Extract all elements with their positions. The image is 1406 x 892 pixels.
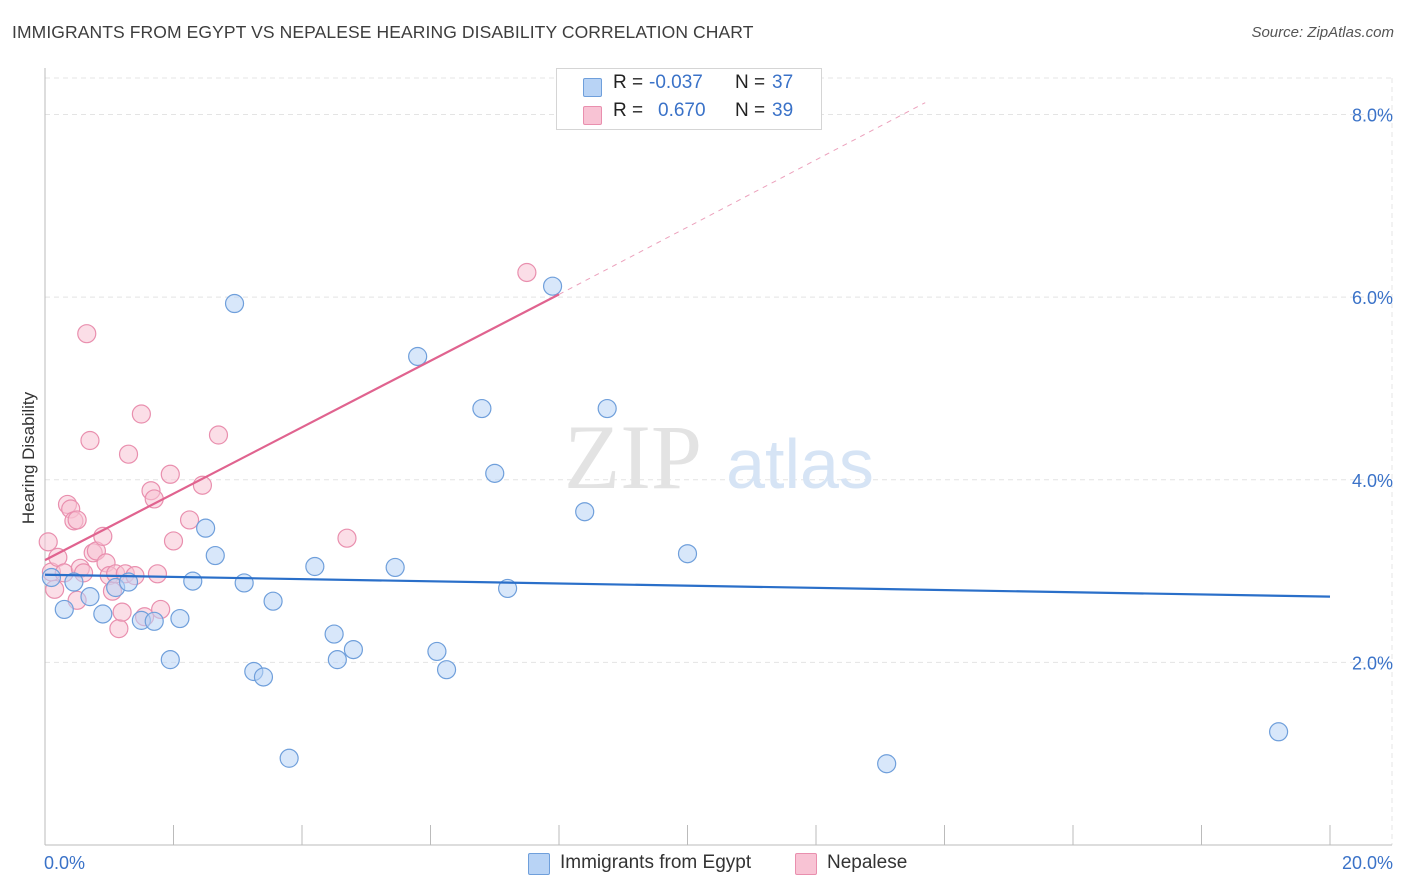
egypt-point [64, 572, 84, 592]
egypt-point [575, 502, 595, 522]
egypt-point [160, 650, 180, 670]
nepalese-point [337, 528, 357, 548]
legend-n-value: 39 [772, 100, 794, 121]
egypt-point [183, 571, 203, 591]
nepalese-point [80, 430, 100, 451]
egypt-legend-label: Immigrants from Egypt [560, 852, 752, 873]
egypt-point [498, 578, 518, 599]
egypt-point [170, 608, 190, 629]
legend-r-label: R = [613, 100, 644, 121]
nepalese-point [131, 404, 151, 424]
egypt-point [305, 556, 325, 577]
y-tick-label: 6.0% [1352, 288, 1393, 308]
nepalese-trend-extension [558, 102, 926, 295]
egypt-point [144, 611, 164, 631]
y-tick-label: 8.0% [1352, 106, 1393, 126]
nepalese-point [77, 324, 97, 344]
nepalese-point [109, 618, 129, 639]
legend-n-value: 37 [772, 72, 794, 93]
nepalese-point [160, 464, 180, 484]
egypt-point [327, 650, 347, 670]
legend-r-value: 0.670 [658, 100, 706, 121]
watermark-zip: ZIP [564, 406, 702, 508]
nepalese-point [208, 425, 229, 445]
egypt-point [343, 639, 363, 660]
egypt-legend-icon [528, 853, 550, 875]
egypt-point [205, 545, 225, 566]
x-tick-label: 0.0% [44, 853, 85, 873]
egypt-point [677, 544, 698, 564]
egypt-point [224, 293, 245, 314]
nepalese-point [67, 510, 87, 530]
egypt-points [41, 276, 1289, 774]
tick-labels: 2.0% 4.0% 6.0% 8.0% 0.0% 20.0% [44, 106, 1393, 873]
egypt-point [408, 346, 428, 367]
x-tick-label: 20.0% [1342, 853, 1393, 873]
legend-n-label: N = [735, 72, 766, 93]
nepalese-point [112, 602, 132, 622]
egypt-point [196, 518, 216, 538]
nepalese-point [517, 262, 537, 283]
nepalese-legend-icon [795, 853, 817, 875]
egypt-swatch-icon [583, 78, 602, 97]
egypt-point [118, 572, 139, 592]
egypt-point [324, 624, 344, 644]
egypt-trend-line [44, 573, 1331, 598]
egypt-point [427, 641, 447, 662]
egypt-point [93, 604, 113, 624]
egypt-point [41, 567, 62, 588]
y-tick-label: 2.0% [1352, 653, 1393, 673]
legend-row-nepalese: R = 0.670 N = 39 [557, 100, 821, 128]
egypt-point [80, 587, 100, 607]
legend-r-label: R = [613, 72, 644, 93]
egypt-point [263, 591, 283, 611]
legend-r-value: -0.037 [649, 72, 703, 93]
chart-title: IMMIGRANTS FROM EGYPT VS NEPALESE HEARIN… [12, 22, 754, 42]
egypt-point [234, 573, 254, 593]
legend-n-label: N = [735, 100, 766, 121]
egypt-point [597, 398, 617, 419]
egypt-point [472, 398, 492, 419]
nepalese-point [144, 489, 164, 509]
egypt-point [485, 463, 505, 483]
trend-lines [44, 102, 1331, 598]
source-label: Source: ZipAtlas.com [1251, 24, 1394, 41]
egypt-point [279, 748, 299, 768]
egypt-point [877, 754, 897, 774]
egypt-point [436, 660, 457, 680]
nepalese-point [179, 510, 200, 530]
egypt-point [1268, 722, 1289, 742]
watermark: ZIP atlas [564, 406, 874, 508]
nepalese-point [147, 564, 168, 584]
egypt-point [542, 276, 563, 296]
y-tick-label: 4.0% [1352, 471, 1393, 491]
nepalese-swatch-icon [583, 106, 602, 125]
nepalese-point [118, 444, 139, 464]
y-axis-label: Hearing Disability [19, 391, 38, 524]
nepalese-legend-label: Nepalese [827, 852, 908, 873]
nepalese-point [163, 531, 184, 551]
nepalese-point [38, 532, 58, 552]
egypt-point [385, 557, 405, 578]
egypt-point [253, 667, 274, 687]
legend-row-egypt: R = -0.037 N = 37 [557, 72, 821, 100]
watermark-atlas: atlas [726, 425, 874, 503]
correlation-legend: R = -0.037 N = 37 R = 0.670 N = 39 [556, 68, 822, 130]
nepalese-trend-line [44, 293, 560, 562]
gridlines [45, 77, 1393, 845]
axes [44, 68, 1392, 846]
egypt-point [54, 599, 74, 620]
